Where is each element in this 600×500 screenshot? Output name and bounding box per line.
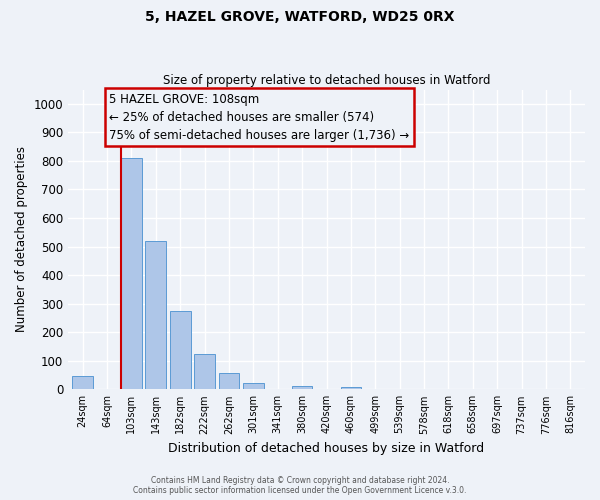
Bar [341,387,361,390]
Y-axis label: Number of detached properties: Number of detached properties [15,146,28,332]
Bar [121,158,142,390]
Text: 5, HAZEL GROVE, WATFORD, WD25 0RX: 5, HAZEL GROVE, WATFORD, WD25 0RX [145,10,455,24]
Title: Size of property relative to detached houses in Watford: Size of property relative to detached ho… [163,74,490,87]
Text: 5 HAZEL GROVE: 108sqm
← 25% of detached houses are smaller (574)
75% of semi-det: 5 HAZEL GROVE: 108sqm ← 25% of detached … [109,92,410,142]
Bar [170,311,191,390]
X-axis label: Distribution of detached houses by size in Watford: Distribution of detached houses by size … [169,442,485,455]
Bar [243,383,264,390]
Bar [145,241,166,390]
Text: Contains HM Land Registry data © Crown copyright and database right 2024.
Contai: Contains HM Land Registry data © Crown c… [133,476,467,495]
Bar [73,376,93,390]
Bar [194,354,215,390]
Bar [218,373,239,390]
Bar [292,386,313,390]
